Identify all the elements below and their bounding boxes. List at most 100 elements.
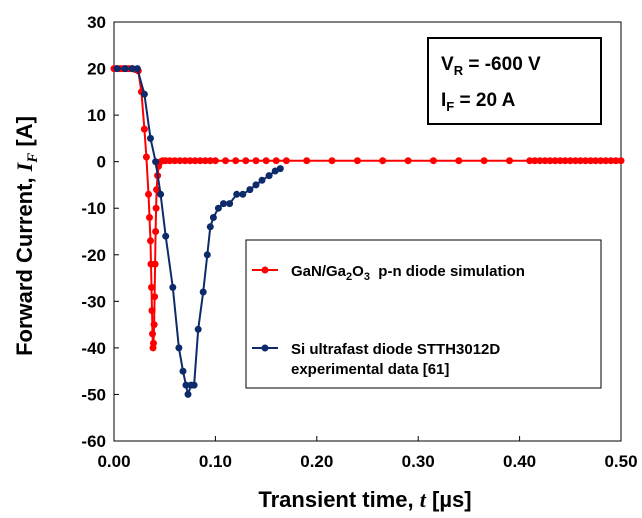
- conditions-box: VR = -600 V IF = 20 A: [427, 37, 602, 125]
- data-point-gan-simulation: [262, 157, 270, 165]
- data-point-si-experimental: [199, 288, 207, 296]
- data-point-si-experimental: [121, 65, 129, 73]
- data-point-si-experimental: [147, 134, 154, 142]
- data-point-gan-simulation: [328, 157, 336, 165]
- data-point-gan-simulation: [149, 330, 156, 338]
- data-point-gan-simulation: [561, 157, 569, 165]
- data-point-gan-simulation: [222, 157, 229, 165]
- data-point-gan-simulation: [582, 157, 589, 165]
- y-tick-label: 20: [87, 60, 106, 79]
- x-tick-label: 0.50: [604, 452, 637, 471]
- data-point-gan-simulation: [602, 157, 610, 165]
- x-tick-label: 0.40: [503, 452, 536, 471]
- data-point-gan-simulation: [145, 190, 152, 198]
- data-point-si-experimental: [133, 65, 141, 73]
- data-point-gan-simulation: [176, 157, 184, 165]
- x-tick-label: 0.10: [199, 452, 232, 471]
- vr-condition: VR = -600 V: [441, 54, 541, 78]
- data-point-gan-simulation: [166, 157, 174, 165]
- data-point-gan-simulation: [196, 157, 204, 165]
- y-axis-title: Forward Current, IF [A]: [12, 116, 41, 356]
- y-tick-label: 30: [87, 13, 106, 32]
- data-point-si-experimental: [157, 190, 165, 198]
- y-tick-label: -10: [81, 199, 106, 218]
- tick-marks: [113, 21, 622, 442]
- data-point-gan-simulation: [536, 157, 544, 165]
- data-point-si-experimental: [179, 367, 187, 375]
- legend-label-si-line1: Si ultrafast diode STTH3012D: [291, 341, 500, 358]
- y-tick-label: -30: [81, 292, 106, 311]
- data-point-si-experimental: [246, 186, 254, 194]
- legend-frame: [245, 239, 602, 389]
- data-point-gan-simulation: [546, 157, 554, 165]
- data-point-gan-simulation: [303, 157, 311, 165]
- y-tick-label: -50: [81, 385, 106, 404]
- conditions-frame: [427, 37, 602, 125]
- legend-label-si-line2: experimental data [61]: [291, 361, 449, 378]
- data-point-gan-simulation: [211, 157, 219, 165]
- data-point-si-experimental: [258, 176, 266, 184]
- data-point-si-experimental: [184, 390, 192, 398]
- data-point-gan-simulation: [148, 307, 156, 315]
- data-point-gan-simulation: [151, 293, 159, 301]
- data-point-gan-simulation: [282, 157, 290, 165]
- data-point-gan-simulation: [148, 283, 155, 291]
- data-point-gan-simulation: [146, 214, 153, 221]
- data-point-gan-simulation: [201, 157, 209, 165]
- data-point-gan-simulation: [353, 157, 361, 165]
- data-point-gan-simulation: [506, 157, 513, 165]
- data-point-gan-simulation: [571, 157, 579, 165]
- data-point-si-experimental: [182, 381, 190, 389]
- data-point-gan-simulation: [379, 157, 387, 165]
- data-point-si-experimental: [252, 181, 260, 189]
- if-condition: IF = 20 A: [441, 90, 516, 114]
- series-layer: [110, 65, 625, 398]
- data-point-gan-simulation: [151, 260, 159, 268]
- data-point-gan-simulation: [242, 157, 250, 165]
- data-point-si-experimental: [220, 200, 227, 208]
- data-point-gan-simulation: [186, 157, 194, 165]
- data-point-gan-simulation: [566, 157, 574, 165]
- data-point-gan-simulation: [181, 157, 189, 165]
- data-point-gan-simulation: [142, 153, 150, 161]
- data-point-gan-simulation: [607, 157, 615, 165]
- data-point-gan-simulation: [404, 157, 412, 165]
- data-point-si-experimental: [140, 90, 148, 98]
- y-tick-label: -40: [81, 339, 106, 358]
- data-point-gan-simulation: [526, 157, 534, 165]
- data-point-si-experimental: [152, 158, 160, 166]
- data-point-si-experimental: [203, 251, 211, 259]
- y-tick-label: -60: [81, 432, 106, 451]
- x-tick-label: 0.30: [402, 452, 435, 471]
- data-point-si-experimental: [265, 172, 273, 180]
- x-axis-title: Transient time, t [µs]: [258, 487, 471, 512]
- data-point-si-experimental: [226, 200, 234, 208]
- data-point-si-experimental: [194, 325, 202, 333]
- data-point-gan-simulation: [576, 157, 584, 165]
- y-tick-label: 10: [87, 106, 106, 125]
- data-point-si-experimental: [128, 65, 136, 73]
- legend-label-gan: GaN/Ga2O3 p-n diode simulation: [291, 263, 525, 283]
- data-point-si-experimental: [175, 344, 183, 352]
- x-tick-labels: 0.00 0.10 0.20 0.30 0.40 0.50: [97, 452, 637, 471]
- legend-marker-gan: [261, 266, 269, 274]
- y-tick-label: -20: [81, 246, 106, 265]
- data-point-si-experimental: [190, 381, 198, 389]
- y-tick-label: 0: [97, 153, 106, 172]
- data-point-gan-simulation: [272, 157, 280, 165]
- data-point-gan-simulation: [587, 157, 595, 165]
- data-point-gan-simulation: [551, 157, 559, 165]
- y-tick-labels: 30 20 10 0 -10 -20 -30 -40 -50 -60: [81, 13, 106, 451]
- data-point-si-experimental: [162, 232, 170, 240]
- data-point-gan-simulation: [150, 339, 157, 347]
- data-point-gan-simulation: [429, 157, 437, 165]
- data-point-gan-simulation: [592, 157, 600, 165]
- data-point-si-experimental: [113, 65, 121, 73]
- data-point-gan-simulation: [597, 157, 605, 165]
- data-point-gan-simulation: [531, 157, 539, 165]
- x-tick-label: 0.00: [97, 452, 130, 471]
- data-point-si-experimental: [169, 283, 177, 291]
- data-point-gan-simulation: [206, 157, 214, 165]
- data-point-gan-simulation: [150, 321, 158, 329]
